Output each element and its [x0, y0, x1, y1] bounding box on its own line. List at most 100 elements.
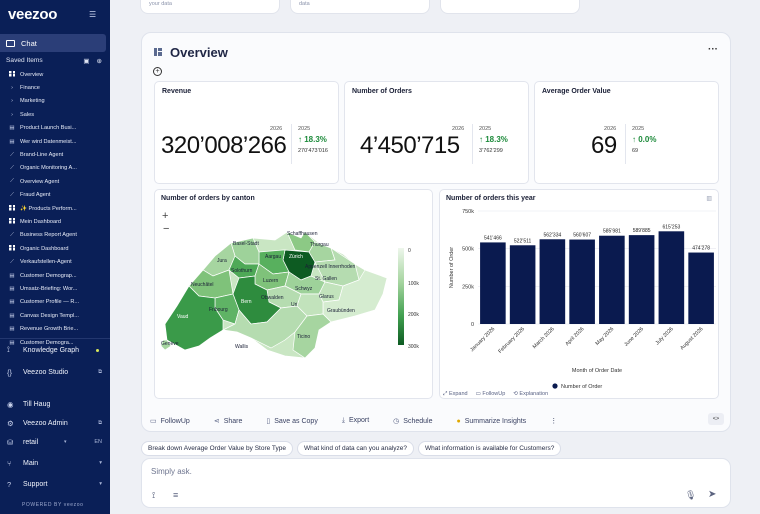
followup-action[interactable]: ▭ FollowUp: [150, 417, 202, 425]
sidebar-saved-item[interactable]: › Finance: [0, 81, 110, 94]
followup-link[interactable]: ▭ FollowUp: [475, 391, 506, 397]
kpi-card-orders[interactable]: Number of Orders 4’450’715 2026 2025 ↑ 1…: [344, 81, 529, 184]
sidebar-item-label: Business Report Agent: [20, 232, 77, 239]
y-tick-label: 0: [471, 322, 474, 328]
microphone-icon[interactable]: 🎙: [685, 490, 697, 500]
more-options-icon[interactable]: ···: [708, 44, 718, 55]
kpi-card-revenue[interactable]: Revenue 320’008’266 2026 2025 ↑ 18.3% 27…: [154, 81, 339, 184]
canton-geneve[interactable]: [160, 339, 172, 351]
suggestion-card[interactable]: [440, 0, 580, 14]
sidebar-saved-item[interactable]: ▤ Canvas Design Templ...: [0, 309, 110, 322]
schedule-action[interactable]: ◷ Schedule: [393, 417, 444, 425]
more-actions-icon[interactable]: ⋮: [550, 418, 558, 425]
zoom-out-button[interactable]: −: [163, 223, 170, 235]
graph-mode-icon[interactable]: ⟟: [152, 490, 156, 500]
sidebar-saved-item[interactable]: ▤ Umsatz-Briefing: Wor...: [0, 282, 110, 295]
sidebar-item-veezoo-studio[interactable]: {} Veezoo Studio ⧉: [0, 364, 110, 380]
sidebar-saved-item[interactable]: ▤ Product Launch Busi...: [0, 122, 110, 135]
data-label: 589’885: [633, 228, 651, 234]
sidebar-saved-item[interactable]: ▤ Customer Demograp...: [0, 269, 110, 282]
sidebar-saved-item[interactable]: ▤ Revenue Growth Brie...: [0, 322, 110, 335]
sidebar-item-knowledge-graph[interactable]: ⟟ Knowledge Graph: [0, 342, 110, 358]
sidebar-item-admin[interactable]: ⚙ Veezoo Admin ⧉: [0, 415, 110, 431]
sidebar-item-label: ✨ Products Perform...: [20, 205, 77, 212]
sidebar-saved-item[interactable]: ▤ Customer Demogra...: [0, 336, 110, 349]
sidebar-saved-item[interactable]: ✨ Products Perform...: [0, 202, 110, 215]
sidebar-saved-item[interactable]: Organic Dashboard: [0, 242, 110, 255]
sidebar-saved-item[interactable]: ⟋ Organic Monitoring A...: [0, 162, 110, 175]
bar[interactable]: [569, 239, 595, 324]
sidebar-item-user[interactable]: ◉ Till Haug: [0, 396, 110, 412]
agent-icon: ⟋: [10, 151, 14, 158]
kpi-card-aov[interactable]: Average Order Value 69 2026 2025 ↑ 0.0% …: [534, 81, 719, 184]
filter-sliders-icon[interactable]: ≡: [173, 490, 179, 500]
send-icon[interactable]: ➤: [708, 489, 717, 500]
sidebar-item-label: Wer wird Datenmeist...: [20, 138, 77, 145]
sidebar-item-support[interactable]: ? Support ▾: [0, 476, 110, 492]
sidebar-item-label: Organic Dashboard: [20, 245, 69, 252]
sidebar-saved-item[interactable]: ⟋ Business Report Agent: [0, 229, 110, 242]
sidebar-saved-item[interactable]: › Sales: [0, 108, 110, 121]
bar[interactable]: [480, 242, 506, 324]
chart-actions: ⤢ Expand ▭ FollowUp ⟲ Explanation: [443, 391, 548, 398]
language-label[interactable]: EN: [94, 439, 102, 445]
branch-selector[interactable]: ⑂ Main ▾: [0, 455, 110, 471]
suggestion-chip[interactable]: Break down Average Order Value by Store …: [141, 441, 294, 456]
add-item-icon[interactable]: ⊕: [96, 58, 102, 65]
chat-input[interactable]: Simply ask.: [151, 467, 192, 476]
agent-icon: ⟋: [10, 191, 14, 198]
agent-icon: ⟋: [10, 178, 14, 185]
sidebar-saved-item[interactable]: Overview: [0, 68, 110, 81]
canton-ticino[interactable]: [292, 313, 332, 359]
save-copy-action[interactable]: ▯ Save as Copy: [266, 417, 329, 425]
share-action[interactable]: ⋖ Share: [214, 417, 255, 425]
sidebar-saved-item[interactable]: › Marketing: [0, 95, 110, 108]
veezoo-logo[interactable]: veezoo: [8, 6, 58, 23]
bar[interactable]: [509, 245, 536, 324]
knowledge-base-selector[interactable]: ⛁ retail ▾ EN: [0, 434, 110, 450]
sidebar-saved-item[interactable]: ▤ Customer Profile — R...: [0, 296, 110, 309]
bar-chart: 0 250k 500k 750k 541’466 January 2026 522’511 F…: [449, 209, 716, 390]
kpi-prev-year: 2025: [298, 126, 311, 132]
code-view-button[interactable]: <>: [708, 413, 724, 425]
bar[interactable]: [688, 252, 714, 324]
bar[interactable]: [539, 239, 566, 324]
document-icon: ▤: [9, 312, 15, 319]
sidebar-saved-item[interactable]: ▤ Wer wird Datenmeist...: [0, 135, 110, 148]
bar[interactable]: [599, 235, 625, 324]
bar[interactable]: [658, 231, 685, 324]
suggestion-card[interactable]: your data: [140, 0, 280, 14]
export-action[interactable]: ⤓ Export: [342, 417, 381, 425]
collapse-sidebar-icon[interactable]: ☰: [89, 10, 97, 19]
switzerland-choropleth[interactable]: Schaffhausen Basel-Stadt Thurgau Jura Aa…: [155, 190, 434, 400]
sidebar-saved-item[interactable]: ⟋ Verkaufstellen-Agent: [0, 255, 110, 268]
chat-composer[interactable]: Simply ask. ⟟ ≡ 🎙 ➤: [141, 458, 731, 508]
sidebar-item-label: Support: [23, 480, 48, 488]
action-label: Schedule: [403, 418, 433, 425]
new-folder-icon[interactable]: ▣: [83, 58, 90, 65]
zoom-in-button[interactable]: +: [162, 210, 169, 222]
add-widget-icon[interactable]: +: [153, 67, 162, 76]
sidebar-saved-item[interactable]: ⟋ Fraud Agent: [0, 189, 110, 202]
canton-wallis[interactable]: [221, 305, 308, 349]
suggestion-chip[interactable]: What information is available for Custom…: [418, 441, 562, 456]
suggestion-chip[interactable]: What kind of data can you analyze?: [297, 441, 415, 456]
sidebar-saved-item[interactable]: Mein Dashboard: [0, 215, 110, 228]
explanation-link[interactable]: ⟲ Explanation: [513, 391, 549, 397]
user-icon: ◉: [7, 399, 14, 409]
lightbulb-icon: ●: [456, 417, 461, 425]
bar-chart-card[interactable]: Number of orders this year ▥ 0 250k 500k 75…: [439, 189, 719, 399]
summarize-action[interactable]: ● Summarize Insights: [456, 418, 538, 425]
canton-label: Basel-Stadt: [233, 241, 259, 247]
sidebar-saved-item[interactable]: ⟋ Overview Agent: [0, 175, 110, 188]
map-card[interactable]: Number of orders by canton + − Schaffhau…: [154, 189, 433, 399]
expand-link[interactable]: ⤢ Expand: [443, 391, 468, 397]
sidebar-item-chat[interactable]: Chat: [0, 34, 106, 52]
canton-label: Graubünden: [327, 308, 355, 314]
suggestion-card[interactable]: data: [290, 0, 430, 14]
sidebar-saved-item[interactable]: ⟋ Brand-Line Agent: [0, 148, 110, 161]
chart-type-icon[interactable]: ▥: [706, 196, 712, 202]
sidebar-item-label: Customer Demograp...: [20, 272, 77, 279]
y-tick-label: 250k: [462, 284, 474, 290]
bar[interactable]: [628, 235, 655, 324]
